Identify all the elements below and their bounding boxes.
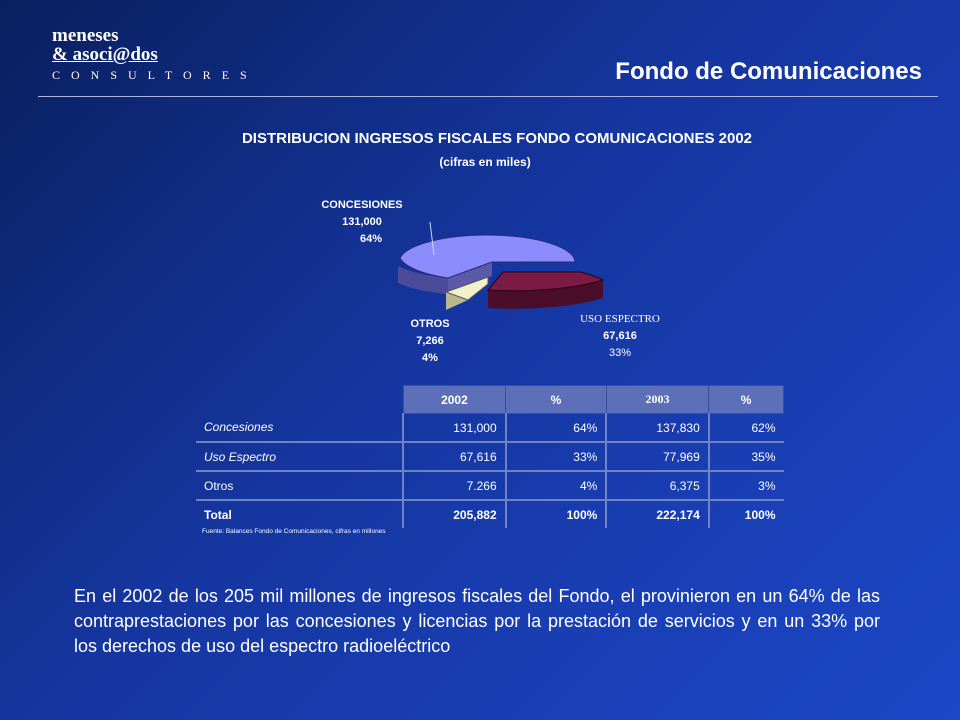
label-espectro-pct: 33% <box>608 347 632 359</box>
table-header-2002: 2002 <box>402 385 507 414</box>
label-otros-pct: 4% <box>422 352 438 364</box>
table-header-2003: 2003 <box>605 385 710 414</box>
table-cell-p2002: 4% <box>504 471 607 501</box>
label-espectro-name: USO ESPECTRO <box>580 313 660 325</box>
table-cell-v2002: 67,616 <box>402 442 506 472</box>
table-cell-p2003: 100% <box>707 500 784 528</box>
label-concesiones: CONCESIONES 131,000 64% <box>304 197 420 248</box>
table-header-blank <box>196 386 403 414</box>
data-table: 2002 % 2003 % Concesiones 131,000 64% 13… <box>196 385 784 528</box>
table-cell-v2003: 77,969 <box>605 442 709 472</box>
table-cell-name: Concesiones <box>196 413 404 443</box>
pie-slice-espectro-side <box>488 280 603 309</box>
header-divider <box>38 96 938 97</box>
page-title: Fondo de Comunicaciones <box>615 58 922 85</box>
table-cell-p2003: 62% <box>707 413 784 443</box>
table-header-row: 2002 % 2003 % <box>196 385 784 414</box>
table-cell-name: Total <box>204 507 232 522</box>
pie-slice-otros <box>444 276 489 301</box>
table-cell-v2002: 205,882 <box>402 500 506 528</box>
table-cell-p2002: 100% <box>504 500 607 528</box>
table-cell-p2002: 33% <box>504 442 607 472</box>
logo-line-2: & asoci@dos <box>52 44 158 65</box>
pie-slice-concesiones-side-2 <box>448 262 492 294</box>
pie-slice-espectro <box>486 271 605 292</box>
summary-paragraph: En el 2002 de los 205 mil millones de in… <box>74 586 880 656</box>
label-otros-value: 7,266 <box>416 335 444 347</box>
table-header-pct-2002: % <box>505 385 607 414</box>
label-espectro-value: 67,616 <box>603 330 637 342</box>
table-row: Otros 7.266 4% 6,375 3% <box>196 471 784 501</box>
label-otros-name: OTROS <box>410 318 450 330</box>
pie-slice-concesiones <box>399 234 576 279</box>
table-row: Uso Espectro 67,616 33% 77,969 35% <box>196 442 784 472</box>
chart-subtitle: (cifras en miles) <box>439 155 531 169</box>
table-row: Concesiones 131,000 64% 137,830 62% <box>196 413 784 443</box>
table-source-note: Fuente: Balances Fondo de Comunicaciones… <box>202 528 386 535</box>
table-cell-v2002: 131,000 <box>402 413 506 443</box>
table-row-total: Total 205,882 100% 222,174 100% <box>196 500 784 528</box>
label-concesiones-value: 131,000 <box>342 216 382 228</box>
pie-slice-concesiones-side <box>398 266 448 294</box>
table-cell-name: Otros <box>196 471 404 501</box>
table-cell-name: Uso Espectro <box>196 442 404 472</box>
table-header-pct-2003: % <box>708 385 784 414</box>
label-otros: OTROS 7,266 4% <box>398 316 462 367</box>
table-cell-p2003: 35% <box>707 442 784 472</box>
table-cell-p2002: 64% <box>504 413 607 443</box>
label-concesiones-pct: 64% <box>359 233 383 245</box>
table-cell-v2003: 137,830 <box>605 413 709 443</box>
logo-line-1: meneses <box>52 25 119 46</box>
table-cell-v2003: 6,375 <box>605 471 709 501</box>
label-concesiones-name: CONCESIONES <box>321 199 403 211</box>
logo-line-3: CONSULTORES <box>52 68 258 82</box>
table-cell-v2003: 222,174 <box>605 500 709 528</box>
leader-line <box>429 221 435 256</box>
label-espectro: USO ESPECTRO 67,616 33% <box>560 311 680 362</box>
chart-title: DISTRIBUCION INGRESOS FISCALES FONDO COM… <box>241 130 753 147</box>
table-cell-p2003: 3% <box>707 471 784 501</box>
table-cell-v2002: 7.266 <box>402 471 506 501</box>
company-logo: meneses & asoci@dos CONSULTORES <box>52 26 258 83</box>
